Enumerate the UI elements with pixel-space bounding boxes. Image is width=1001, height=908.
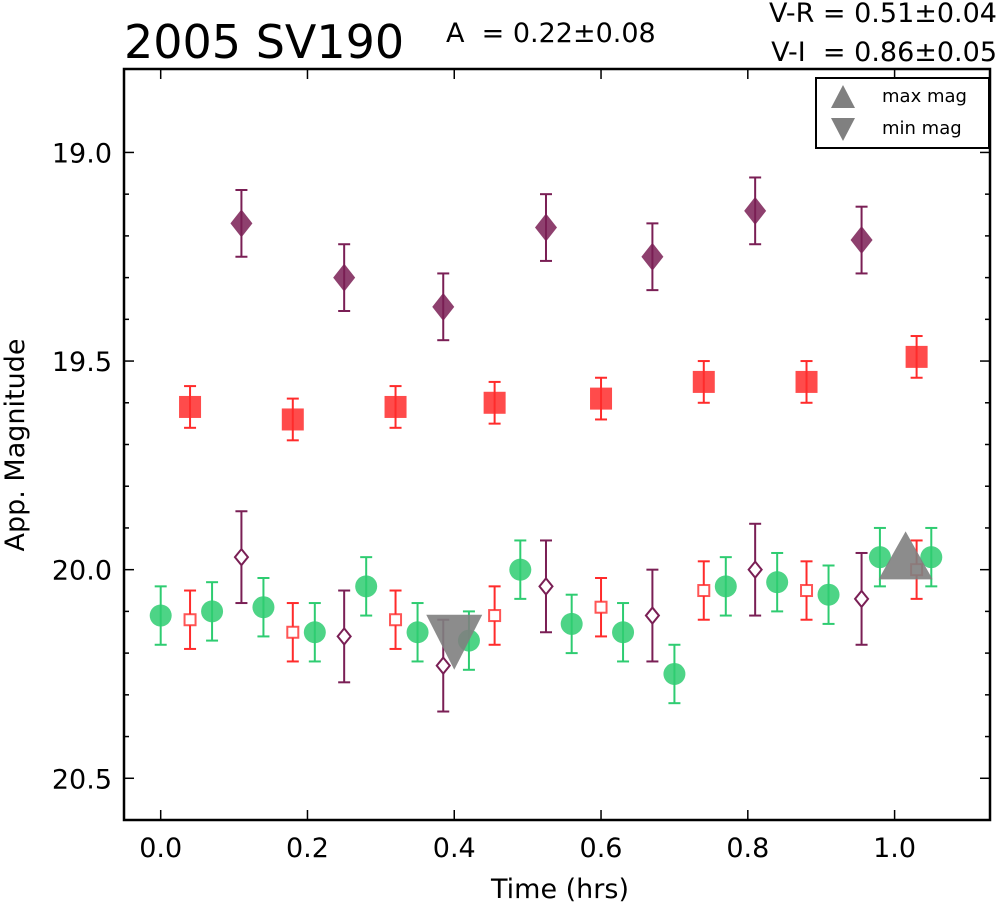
max-mag-marker [878,531,933,580]
data-point-i-shifted [233,547,250,567]
plot-frame [122,67,992,822]
data-point-i-shifted [747,560,763,580]
y-tick-label: 19.0 [52,138,112,169]
data-point-r [795,370,818,393]
x-tick-label: 0.8 [726,833,769,864]
data-point-r-shifted [800,584,814,598]
legend-max-mag-marker [831,85,855,108]
legend-min-mag-marker [831,118,855,141]
y-tick-label: 20.5 [52,764,112,795]
data-point-r [281,408,304,431]
color-index-vr: V-R = 0.51±0.04 [769,0,997,29]
data-point-r [483,391,506,414]
data-point-r-shifted [389,613,403,627]
data-point-r-shifted [697,584,711,598]
data-point-v [714,575,737,598]
legend-max-mag-label: max mag [882,86,967,107]
data-point-v [252,596,275,619]
data-point-r [692,370,715,393]
data-point-r [905,345,928,368]
data-point-v [355,575,378,598]
data-point-r [590,387,613,410]
data-point-r [179,395,202,418]
y-axis-label: App. Magnitude [0,339,31,552]
data-point-v [303,621,326,644]
y-tick-label: 20.0 [52,556,112,587]
data-point-v [868,546,891,569]
data-point-r-shifted [286,625,300,639]
x-tick-label: 0.6 [580,833,623,864]
data-point-i [432,292,455,321]
amplitude-label: A = 0.22±0.08 [446,18,656,49]
data-point-i [850,226,873,255]
data-point-v [149,604,172,627]
data-point-v [817,583,840,606]
data-point-v [406,621,429,644]
legend-min-mag-label: min mag [882,118,962,139]
data-point-i [534,213,557,242]
data-point-i-shifted [336,626,352,647]
color-index-vi: V-I = 0.86±0.05 [771,37,997,68]
x-axis-label: Time (hrs) [490,874,629,904]
data-point-i [641,242,664,271]
data-point-v [663,662,686,685]
y-tick-label: 19.5 [52,347,112,378]
data-point-r-shifted [488,609,502,623]
legend: max mag min mag [815,77,990,149]
data-point-i [230,209,253,238]
data-point-i [744,196,767,225]
data-point-r-shifted [594,600,608,614]
data-point-i-shifted [435,656,452,676]
data-point-i [333,263,356,292]
data-point-r-shifted [183,613,197,627]
x-tick-label: 1.0 [873,833,916,864]
x-tick-label: 0.0 [139,833,182,864]
data-point-v [766,571,789,594]
x-tick-label: 0.2 [286,833,329,864]
data-point-v [920,546,943,569]
plot-area: 0.0 0.2 0.4 0.6 0.8 1.0 19.0 19.5 20.0 20.5 [52,67,992,864]
data-point-i-shifted [644,605,661,626]
data-point-v [509,558,532,581]
data-point-i-shifted [853,589,870,609]
data-point-r [384,395,407,418]
chart-title: 2005 SV190 [124,15,404,69]
x-tick-label: 0.4 [433,833,476,864]
data-point-v [201,600,224,623]
data-point-v [612,621,635,644]
data-point-i-shifted [538,576,554,596]
data-point-v [560,612,583,635]
min-mag-marker [426,614,483,670]
